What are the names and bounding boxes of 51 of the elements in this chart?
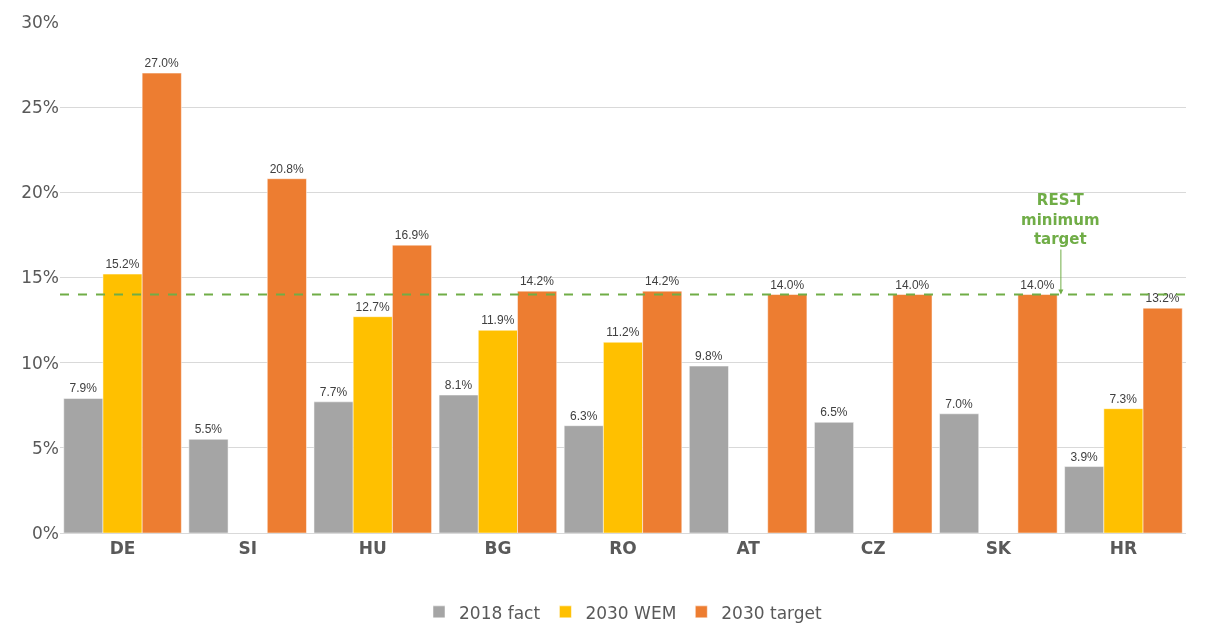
- data-label: 7.9%: [69, 381, 98, 396]
- data-label: 8.1%: [444, 378, 473, 393]
- x-tick-label: AT: [736, 538, 761, 559]
- data-label: 7.0%: [945, 396, 973, 411]
- x-tick-label: DE: [109, 538, 136, 559]
- data-label: 11.9%: [481, 313, 515, 328]
- ref-line-label: RES-T minimum target: [1021, 191, 1100, 248]
- y-tick-label: 5%: [32, 437, 59, 458]
- y-tick-label: 0%: [32, 522, 59, 543]
- bar: [188, 439, 229, 533]
- data-label: 14.0%: [770, 277, 805, 292]
- x-tick-label: HR: [1109, 538, 1138, 559]
- data-label: 5.5%: [194, 422, 223, 437]
- bar: [939, 413, 979, 533]
- legend-label: 2018 fact: [459, 602, 541, 623]
- y-tick-label: 20%: [21, 182, 59, 203]
- data-label: 11.2%: [606, 325, 640, 340]
- bar: [689, 365, 729, 533]
- data-label: 12.7%: [355, 299, 390, 314]
- x-tick-label: SK: [985, 538, 1012, 559]
- data-label: 3.9%: [1070, 449, 1099, 464]
- data-label: 14.2%: [519, 274, 555, 289]
- data-label: 14.0%: [1020, 277, 1055, 292]
- y-tick-label: 10%: [21, 352, 59, 373]
- data-label: 20.8%: [269, 161, 305, 176]
- bar: [1017, 294, 1058, 533]
- legend-label: 2030 target: [721, 602, 822, 623]
- y-tick-label: 25%: [21, 97, 59, 118]
- data-label: 15.2%: [105, 257, 140, 272]
- data-label: 6.5%: [820, 405, 848, 420]
- y-tick-label: 15%: [21, 267, 59, 288]
- bar: [814, 422, 854, 533]
- legend-label: 2030 WEM: [585, 602, 677, 623]
- data-label: 6.3%: [569, 408, 598, 423]
- x-tick-label: BG: [484, 538, 512, 559]
- data-label: 16.9%: [394, 228, 430, 243]
- x-tick-label: SI: [238, 538, 257, 559]
- y-tick-label: 30%: [21, 11, 59, 32]
- data-label: 14.2%: [645, 274, 680, 289]
- data-label: 13.2%: [1145, 291, 1180, 306]
- x-tick-label: HU: [358, 538, 387, 559]
- data-label: 27.0%: [144, 56, 179, 71]
- data-label: 9.8%: [695, 349, 723, 364]
- bar: [892, 294, 933, 533]
- bar: [767, 294, 808, 533]
- data-label: 14.0%: [895, 277, 930, 292]
- x-tick-label: RO: [609, 538, 637, 559]
- x-tick-label: CZ: [860, 538, 886, 559]
- bar: [267, 178, 307, 533]
- data-label: 7.7%: [319, 384, 348, 399]
- data-label: 7.3%: [1109, 391, 1138, 406]
